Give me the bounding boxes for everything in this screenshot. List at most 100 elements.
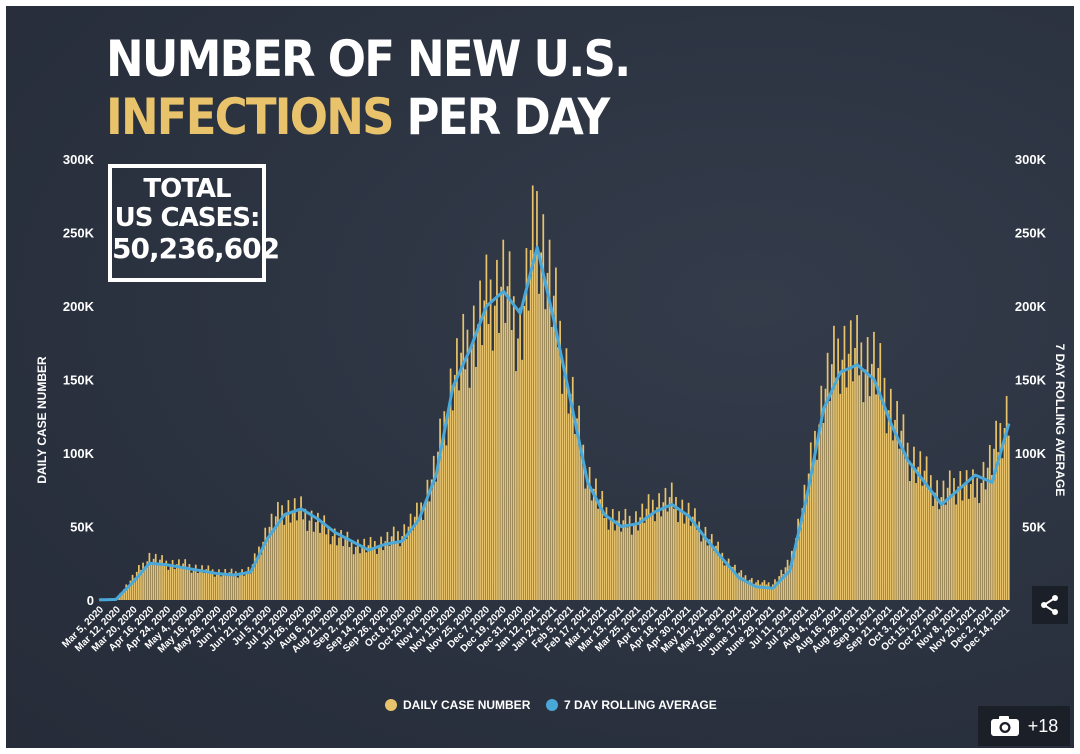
daily-bar <box>980 482 983 600</box>
daily-bar <box>592 488 595 600</box>
daily-bar <box>662 502 665 600</box>
daily-bar <box>542 214 545 600</box>
daily-bar <box>614 530 616 600</box>
daily-bar <box>626 527 629 600</box>
y2-tick-label: 200K <box>1015 299 1047 314</box>
daily-bar <box>266 539 269 600</box>
daily-bar <box>253 553 256 600</box>
daily-bar <box>725 561 728 600</box>
daily-bar <box>963 485 966 600</box>
daily-bar <box>620 531 623 600</box>
daily-bar <box>616 520 618 600</box>
daily-bar <box>656 507 658 600</box>
daily-bar <box>649 514 652 600</box>
daily-bar <box>929 475 932 600</box>
daily-bar <box>321 523 323 600</box>
legend-average-swatch <box>546 699 558 711</box>
daily-bar <box>683 523 686 600</box>
daily-bar <box>557 347 559 600</box>
daily-bar <box>793 554 795 600</box>
daily-bar <box>879 343 882 600</box>
daily-bar <box>422 519 425 600</box>
daily-bar <box>388 545 391 600</box>
daily-bar <box>755 582 757 600</box>
daily-bar <box>830 364 833 600</box>
y2-axis-title: 7 DAY ROLLING AVERAGE <box>1053 344 1067 497</box>
daily-bar <box>959 471 962 600</box>
daily-bar <box>854 348 856 600</box>
daily-bar <box>673 508 675 600</box>
daily-bar <box>559 320 561 600</box>
daily-bar <box>456 338 458 600</box>
daily-bar <box>230 568 233 600</box>
daily-bar <box>538 293 540 600</box>
daily-bar <box>247 566 250 600</box>
daily-bar <box>708 539 711 600</box>
daily-bar <box>717 541 719 600</box>
daily-bar <box>679 510 682 600</box>
daily-bar <box>729 569 732 600</box>
daily-bar <box>420 502 422 600</box>
daily-bar <box>291 510 294 600</box>
daily-bar <box>152 558 155 600</box>
daily-bar <box>382 550 385 600</box>
daily-bar <box>772 584 774 600</box>
daily-bar <box>595 478 597 600</box>
y-tick-label: 200K <box>63 299 95 314</box>
daily-bar <box>344 538 347 600</box>
daily-bar <box>624 508 627 600</box>
daily-bar <box>1005 395 1008 600</box>
daily-bar <box>618 511 620 600</box>
daily-bar <box>352 554 355 600</box>
daily-bar <box>736 574 738 600</box>
daily-bar <box>165 560 168 600</box>
daily-bar <box>807 473 810 600</box>
daily-bar <box>224 569 227 600</box>
daily-bar <box>264 527 267 600</box>
daily-bar <box>300 496 302 600</box>
camera-icon <box>990 716 1019 736</box>
daily-bar <box>799 528 802 600</box>
daily-bar <box>801 508 804 601</box>
daily-bar <box>190 572 193 600</box>
daily-bar <box>472 305 475 600</box>
daily-bar <box>767 582 770 600</box>
daily-bar <box>493 305 496 600</box>
total-label-line1: TOTAL <box>143 174 231 204</box>
daily-bar <box>460 352 462 600</box>
daily-bar <box>125 584 128 600</box>
daily-bar <box>424 500 427 600</box>
daily-bar <box>506 286 509 600</box>
daily-bar <box>843 325 846 600</box>
daily-bar <box>936 480 938 600</box>
daily-bar <box>544 309 547 600</box>
daily-bar <box>704 526 707 600</box>
daily-bar <box>180 568 182 600</box>
daily-bar <box>232 575 235 600</box>
daily-bar <box>694 508 696 600</box>
gallery-button[interactable]: +18 <box>978 706 1070 746</box>
y-tick-label: 150K <box>63 373 95 388</box>
daily-bar <box>635 511 637 600</box>
daily-bar <box>997 452 1000 600</box>
daily-bar <box>161 555 163 600</box>
daily-bar <box>289 522 292 600</box>
daily-bar <box>464 369 467 600</box>
daily-bar <box>780 569 783 600</box>
daily-bar <box>529 250 532 600</box>
daily-bar <box>965 470 968 600</box>
daily-bar <box>628 515 631 600</box>
daily-bar <box>138 565 140 600</box>
daily-bar <box>753 583 755 600</box>
daily-bar <box>140 569 142 600</box>
daily-bar <box>565 348 568 600</box>
daily-bar <box>689 525 692 600</box>
daily-bar <box>782 574 785 600</box>
daily-bar <box>668 497 671 600</box>
share-button[interactable] <box>1032 586 1068 624</box>
daily-bar <box>643 522 646 600</box>
daily-bar <box>262 541 264 600</box>
daily-bar <box>213 576 216 600</box>
daily-bar <box>734 564 736 600</box>
daily-bar <box>392 526 395 600</box>
